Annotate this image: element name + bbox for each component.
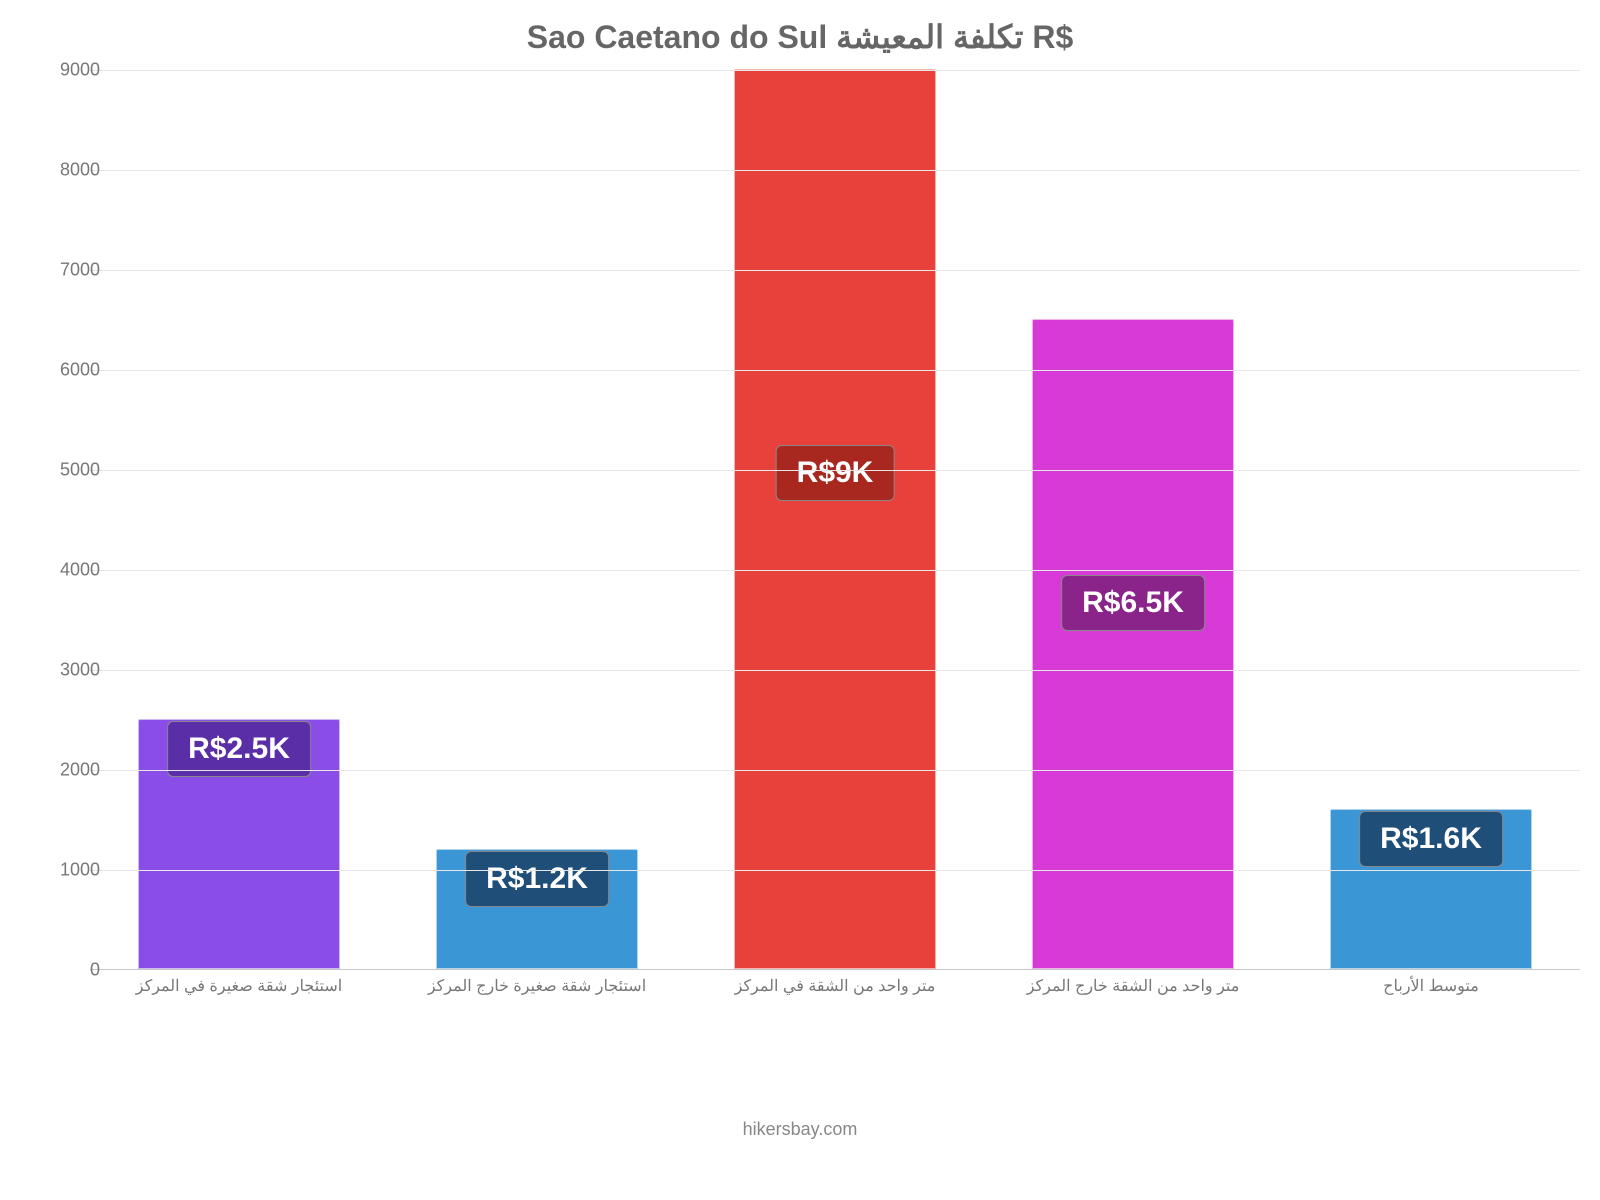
gridline xyxy=(90,870,1580,871)
bar-slot: R$1.6K xyxy=(1282,70,1580,969)
bar-slot: R$1.2K xyxy=(388,70,686,969)
cost-of-living-chart: Sao Caetano do Sul تكلفة المعيشة R$ R$2.… xyxy=(0,0,1600,1200)
y-tick-label: 6000 xyxy=(20,360,100,381)
x-tick-label: متوسط الأرباح xyxy=(1282,976,1580,996)
bar-slot: R$2.5K xyxy=(90,70,388,969)
x-tick-label: متر واحد من الشقة في المركز xyxy=(686,976,984,996)
bar-slot: R$6.5K xyxy=(984,70,1282,969)
x-tick-label: استئجار شقة صغيرة في المركز xyxy=(90,976,388,996)
y-tick-label: 8000 xyxy=(20,160,100,181)
value-badge: R$9K xyxy=(776,445,895,501)
bar-slot: R$9K xyxy=(686,70,984,969)
x-tick-label: متر واحد من الشقة خارج المركز xyxy=(984,976,1282,996)
y-tick-label: 1000 xyxy=(20,860,100,881)
y-tick-label: 0 xyxy=(20,960,100,981)
plot-area: R$2.5K R$1.2K R$9K R$6.5K R$1.6K xyxy=(90,70,1580,970)
y-tick-label: 5000 xyxy=(20,460,100,481)
gridline xyxy=(90,570,1580,571)
chart-footer: hikersbay.com xyxy=(0,1119,1600,1140)
gridline xyxy=(90,470,1580,471)
bars-container: R$2.5K R$1.2K R$9K R$6.5K R$1.6K xyxy=(90,70,1580,969)
x-tick-label: استئجار شقة صغيرة خارج المركز xyxy=(388,976,686,996)
y-tick-label: 3000 xyxy=(20,660,100,681)
y-tick-label: 2000 xyxy=(20,760,100,781)
y-tick-label: 9000 xyxy=(20,60,100,81)
value-badge: R$1.6K xyxy=(1359,811,1503,867)
value-badge: R$6.5K xyxy=(1061,575,1205,631)
gridline xyxy=(90,70,1580,71)
gridline xyxy=(90,770,1580,771)
bar xyxy=(734,69,937,969)
bar xyxy=(1032,319,1235,969)
gridline xyxy=(90,170,1580,171)
value-badge: R$2.5K xyxy=(167,721,311,777)
gridline xyxy=(90,670,1580,671)
gridline xyxy=(90,270,1580,271)
chart-title: Sao Caetano do Sul تكلفة المعيشة R$ xyxy=(0,0,1600,56)
y-tick-label: 4000 xyxy=(20,560,100,581)
gridline xyxy=(90,370,1580,371)
value-badge: R$1.2K xyxy=(465,851,609,907)
x-axis-labels: استئجار شقة صغيرة في المركزاستئجار شقة ص… xyxy=(90,976,1580,996)
y-tick-label: 7000 xyxy=(20,260,100,281)
